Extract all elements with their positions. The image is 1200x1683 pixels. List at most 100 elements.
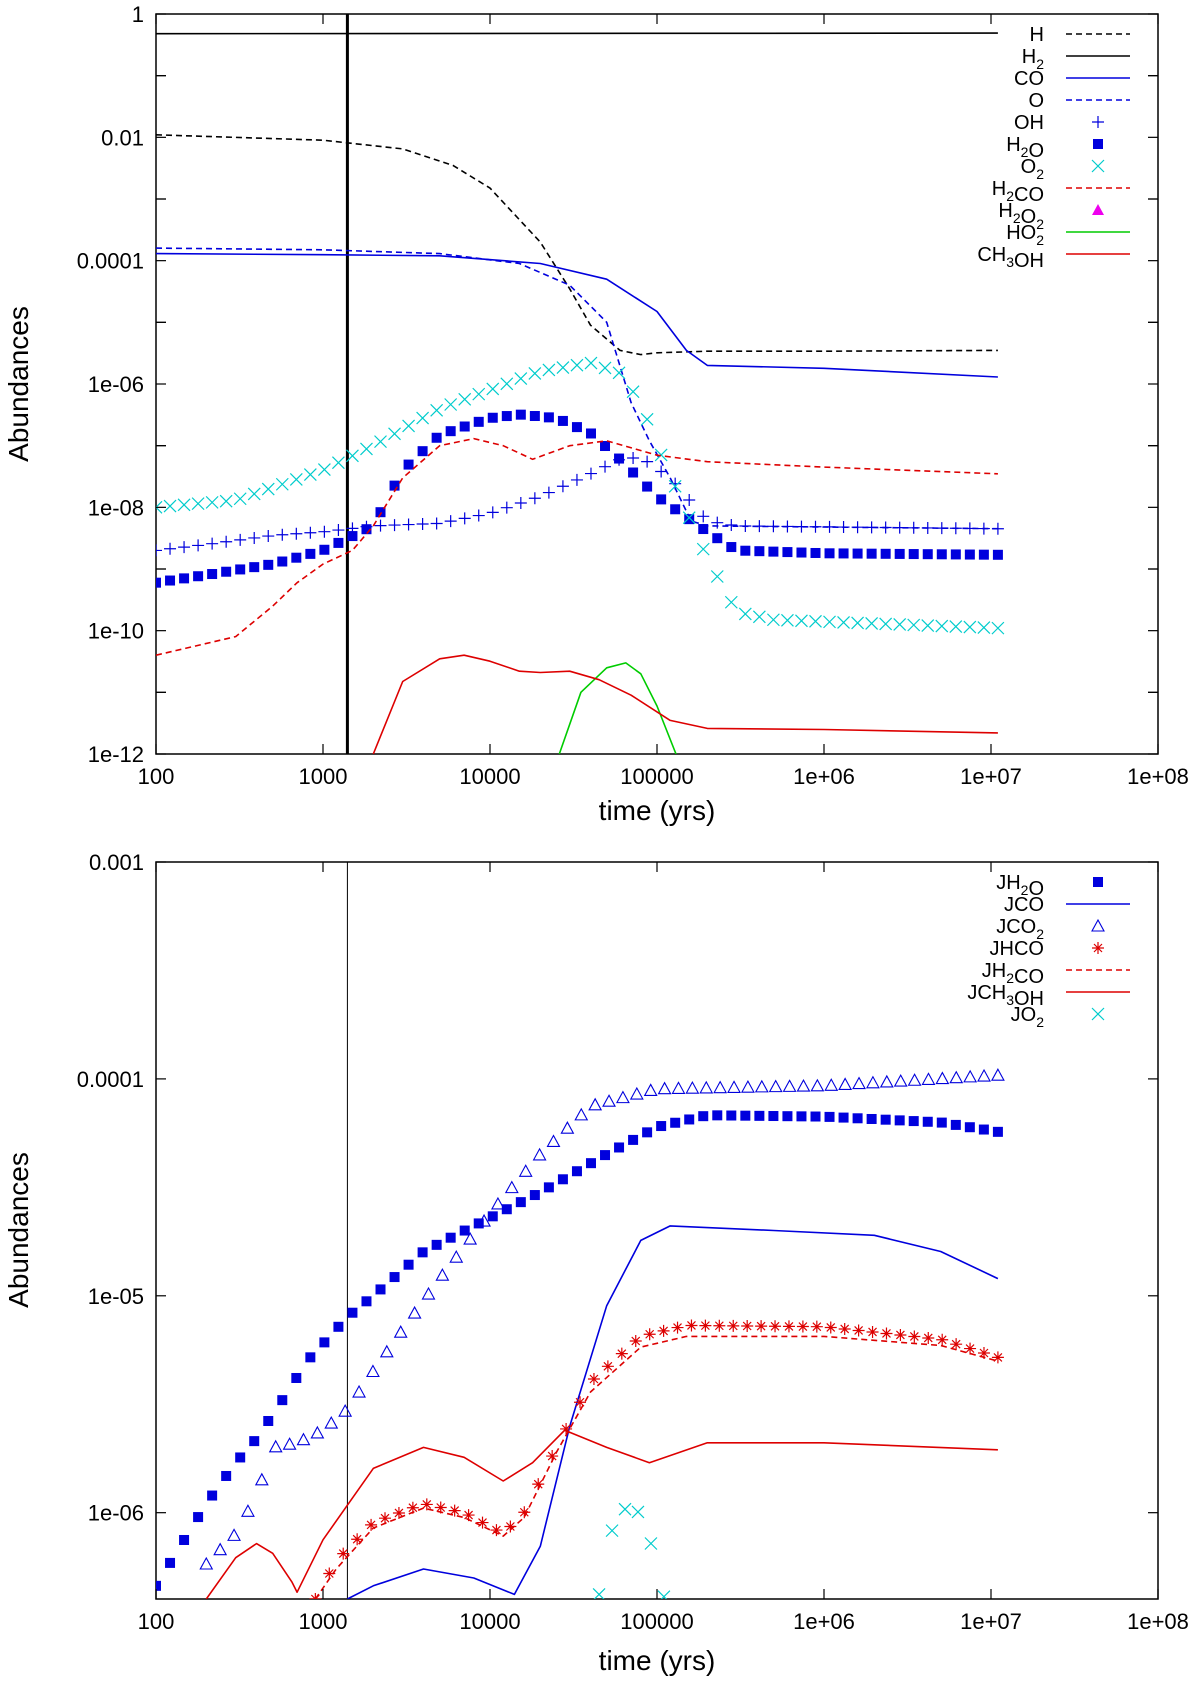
data-point bbox=[614, 453, 625, 464]
data-point bbox=[333, 1321, 344, 1332]
data-point bbox=[472, 387, 486, 401]
data-point bbox=[473, 1218, 484, 1229]
data-point bbox=[738, 607, 752, 621]
data-point bbox=[684, 1114, 695, 1125]
data-point bbox=[1092, 116, 1104, 128]
data-point bbox=[305, 1352, 316, 1363]
data-point bbox=[351, 1533, 364, 1546]
data-point bbox=[893, 1073, 908, 1087]
data-point bbox=[532, 1147, 547, 1161]
data-point bbox=[907, 521, 920, 534]
data-point bbox=[992, 1126, 1003, 1137]
data-point bbox=[991, 522, 1004, 535]
data-point bbox=[221, 1470, 232, 1481]
data-point bbox=[365, 1518, 378, 1531]
series-JCH3OH bbox=[205, 1429, 998, 1599]
legend-label: JH2O bbox=[996, 872, 1044, 900]
data-point bbox=[921, 521, 934, 534]
data-point bbox=[291, 552, 302, 563]
data-point bbox=[865, 1075, 880, 1089]
data-point bbox=[838, 1322, 851, 1335]
data-point bbox=[556, 361, 570, 374]
data-point bbox=[696, 542, 710, 556]
data-point bbox=[922, 1116, 933, 1127]
data-point bbox=[473, 416, 484, 427]
x-tick-label: 1e+07 bbox=[960, 764, 1022, 789]
data-point bbox=[254, 1472, 269, 1486]
data-point bbox=[560, 1121, 575, 1134]
legend-entry-O2: O2 bbox=[1021, 156, 1105, 182]
data-point bbox=[219, 494, 233, 508]
data-point bbox=[347, 531, 358, 542]
data-point bbox=[866, 548, 877, 559]
data-point bbox=[599, 460, 612, 473]
data-point bbox=[191, 497, 205, 511]
x-tick-label: 1000 bbox=[299, 1609, 348, 1634]
data-point bbox=[837, 615, 850, 629]
data-point bbox=[518, 1164, 533, 1177]
data-point bbox=[227, 1528, 241, 1541]
x-tick-label: 1e+08 bbox=[1127, 1609, 1189, 1634]
data-point bbox=[233, 492, 247, 506]
data-point bbox=[514, 496, 527, 509]
data-point bbox=[796, 1078, 811, 1092]
legend-entry-CH3OH: CH3OH bbox=[977, 244, 1130, 272]
data-point bbox=[462, 1509, 475, 1522]
data-point bbox=[908, 549, 919, 560]
data-point bbox=[643, 1083, 658, 1096]
data-point bbox=[851, 616, 865, 630]
series-line bbox=[372, 654, 998, 754]
data-point bbox=[879, 617, 893, 631]
data-point bbox=[712, 533, 723, 544]
data-point bbox=[448, 1504, 461, 1517]
data-point bbox=[977, 1068, 991, 1082]
data-point bbox=[615, 1347, 628, 1360]
data-point bbox=[420, 1498, 433, 1511]
data-point bbox=[588, 1097, 603, 1111]
data-point bbox=[587, 1373, 600, 1385]
data-point bbox=[459, 421, 470, 432]
data-point bbox=[504, 1520, 517, 1533]
data-point bbox=[643, 1328, 656, 1341]
data-point bbox=[936, 1117, 947, 1128]
data-point bbox=[964, 1122, 975, 1133]
data-point bbox=[444, 515, 457, 528]
data-point bbox=[375, 1284, 386, 1295]
data-point bbox=[935, 619, 949, 633]
data-point bbox=[921, 619, 935, 632]
data-point bbox=[163, 499, 177, 513]
data-point bbox=[824, 548, 835, 559]
data-point bbox=[727, 1319, 740, 1332]
data-point bbox=[810, 1078, 825, 1092]
data-point bbox=[560, 1422, 573, 1435]
data-point bbox=[949, 522, 962, 535]
data-point bbox=[712, 1110, 723, 1121]
data-point bbox=[963, 620, 977, 634]
data-point bbox=[710, 570, 724, 583]
data-point bbox=[810, 1320, 823, 1333]
data-point bbox=[642, 481, 653, 492]
x-axis-label: time (yrs) bbox=[599, 795, 716, 826]
data-point bbox=[612, 366, 626, 380]
data-point bbox=[403, 1259, 414, 1270]
legend-entry-H2: H2 bbox=[1022, 46, 1130, 72]
data-point bbox=[205, 495, 219, 509]
data-point bbox=[866, 1325, 879, 1338]
data-point bbox=[542, 486, 555, 499]
x-tick-label: 1e+06 bbox=[793, 1609, 855, 1634]
data-point bbox=[950, 549, 961, 560]
data-point bbox=[627, 451, 640, 464]
data-point bbox=[556, 480, 569, 493]
data-point bbox=[235, 564, 246, 575]
data-point bbox=[852, 1324, 865, 1337]
data-point bbox=[796, 547, 807, 558]
legend-entry-H: H bbox=[1030, 24, 1130, 46]
data-point bbox=[644, 1537, 658, 1550]
data-point bbox=[347, 1307, 358, 1318]
data-point bbox=[753, 520, 766, 533]
data-point bbox=[739, 519, 752, 532]
series-line bbox=[156, 437, 998, 656]
x-tick-label: 100 bbox=[138, 1609, 175, 1634]
data-point bbox=[950, 1338, 963, 1351]
data-point bbox=[389, 1272, 400, 1283]
